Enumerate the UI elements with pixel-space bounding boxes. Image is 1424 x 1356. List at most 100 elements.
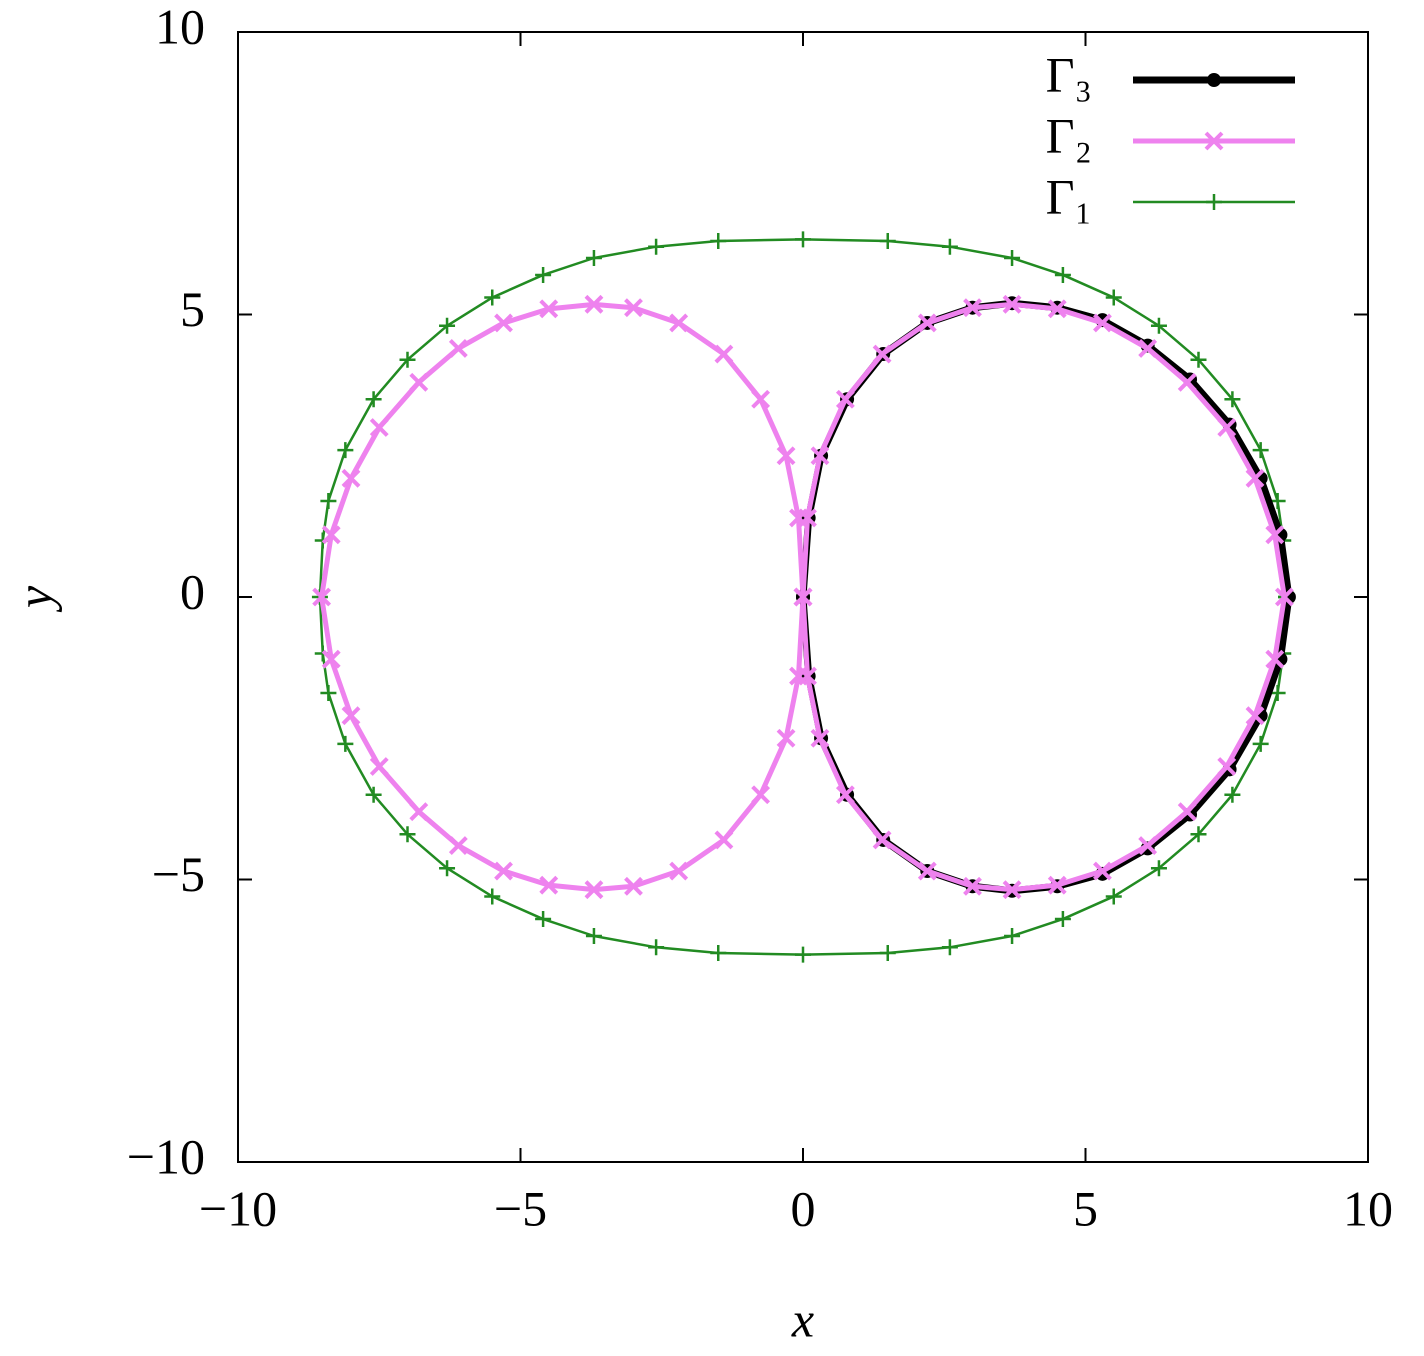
data-point bbox=[369, 757, 389, 776]
data-point bbox=[648, 238, 665, 255]
data-point bbox=[535, 911, 552, 928]
data-point bbox=[539, 875, 559, 895]
data-point bbox=[1002, 294, 1022, 314]
data-point bbox=[810, 446, 830, 466]
data-point bbox=[835, 389, 855, 409]
data-point bbox=[714, 830, 734, 850]
data-point bbox=[669, 861, 689, 881]
data-point bbox=[1004, 250, 1021, 266]
data-point bbox=[1105, 289, 1122, 306]
x-tick-label: 0 bbox=[791, 1180, 816, 1236]
data-point bbox=[1047, 299, 1067, 319]
data-point bbox=[1177, 802, 1197, 822]
data-point bbox=[320, 685, 337, 702]
y-tick-label: 0 bbox=[180, 563, 205, 619]
data-point bbox=[941, 238, 958, 255]
data-point bbox=[484, 289, 501, 306]
data-point bbox=[648, 939, 665, 956]
data-point bbox=[1054, 911, 1071, 928]
data-point bbox=[1252, 735, 1269, 752]
data-point bbox=[1150, 860, 1167, 877]
data-point bbox=[584, 294, 604, 314]
legend-label: Γ₂ bbox=[1046, 107, 1092, 163]
data-point bbox=[494, 861, 513, 881]
x-tick-label: −10 bbox=[199, 1180, 277, 1236]
x-tick-label: −5 bbox=[494, 1180, 547, 1236]
data-point bbox=[341, 706, 361, 726]
x-tick-label: 10 bbox=[1343, 1180, 1393, 1236]
data-point bbox=[539, 299, 559, 319]
y-tick-label: −5 bbox=[152, 846, 205, 902]
data-point bbox=[751, 785, 771, 805]
data-point bbox=[1004, 928, 1021, 944]
data-point bbox=[793, 587, 813, 607]
data-point bbox=[1093, 861, 1112, 881]
legend-marker bbox=[1206, 194, 1222, 210]
data-point bbox=[917, 861, 937, 881]
data-point bbox=[1138, 338, 1158, 358]
data-point bbox=[710, 944, 727, 961]
data-point bbox=[320, 492, 337, 509]
data-point bbox=[369, 418, 389, 437]
data-point bbox=[409, 372, 429, 392]
data-point bbox=[1177, 372, 1197, 392]
data-point bbox=[321, 649, 341, 669]
data-point bbox=[484, 888, 501, 905]
data-point bbox=[1217, 418, 1237, 437]
data-point bbox=[1138, 836, 1158, 856]
data-point bbox=[1105, 888, 1122, 905]
data-point bbox=[535, 266, 552, 283]
data-point bbox=[321, 525, 341, 545]
series-line bbox=[799, 299, 1293, 895]
data-point bbox=[624, 876, 643, 896]
data-point bbox=[1054, 266, 1071, 283]
y-axis-label: y bbox=[6, 585, 62, 613]
legend-label: Γ₃ bbox=[1046, 46, 1092, 102]
data-point bbox=[879, 944, 896, 961]
data-point bbox=[1190, 826, 1207, 843]
data-point bbox=[1150, 317, 1167, 334]
data-point bbox=[714, 344, 734, 364]
data-point bbox=[789, 666, 808, 686]
data-point bbox=[1265, 649, 1285, 669]
data-point bbox=[835, 785, 855, 805]
data-point bbox=[337, 442, 354, 459]
y-tick-label: 10 bbox=[155, 0, 205, 54]
data-point bbox=[584, 880, 604, 900]
x-tick-label: 5 bbox=[1073, 1180, 1098, 1236]
data-point bbox=[789, 508, 808, 528]
data-point bbox=[365, 786, 382, 803]
data-point bbox=[776, 446, 796, 466]
data-point bbox=[1274, 587, 1294, 607]
legend-marker bbox=[1204, 131, 1224, 151]
data-point bbox=[917, 313, 937, 333]
data-point bbox=[585, 928, 602, 944]
data-point bbox=[1265, 525, 1285, 545]
y-tick-label: −10 bbox=[127, 1128, 205, 1184]
data-point bbox=[585, 250, 602, 266]
data-point bbox=[1245, 706, 1265, 726]
data-point bbox=[312, 587, 332, 607]
data-point bbox=[1252, 442, 1269, 459]
data-point bbox=[963, 876, 982, 896]
data-point bbox=[439, 317, 456, 334]
data-point bbox=[1245, 468, 1265, 488]
data-point bbox=[795, 946, 811, 963]
data-point bbox=[399, 826, 416, 843]
data-point bbox=[710, 233, 727, 250]
data-point bbox=[963, 298, 982, 318]
data-point bbox=[448, 836, 468, 856]
data-point bbox=[399, 351, 416, 368]
data-point bbox=[1047, 875, 1067, 895]
data-point bbox=[795, 231, 811, 248]
data-point bbox=[1190, 351, 1207, 368]
data-point bbox=[1002, 880, 1022, 900]
data-point bbox=[337, 735, 354, 752]
data-point bbox=[341, 468, 361, 488]
data-point bbox=[1224, 786, 1241, 803]
data-point bbox=[409, 802, 429, 822]
x-axis-label: x bbox=[791, 1291, 814, 1347]
data-point bbox=[365, 391, 382, 408]
